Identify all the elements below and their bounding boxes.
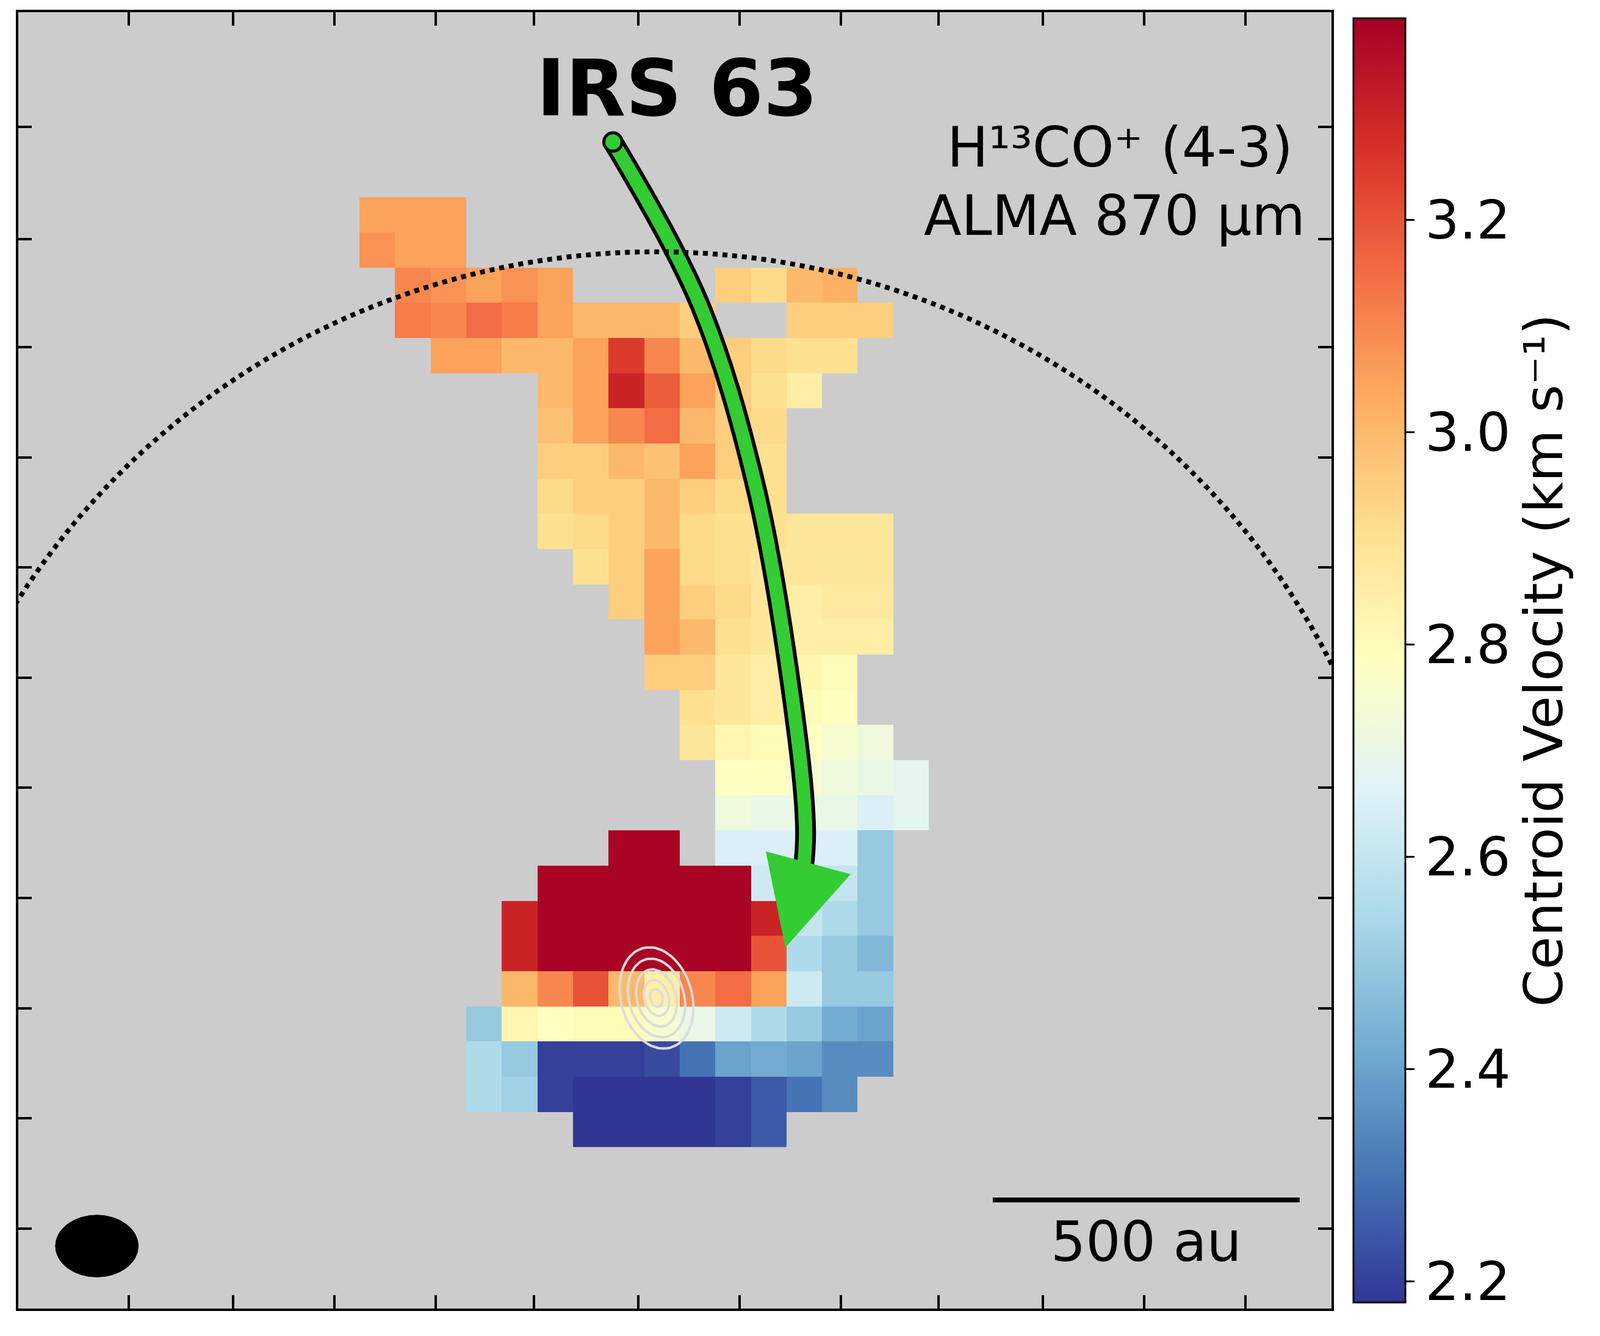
svg-text:2.2: 2.2	[1425, 1250, 1511, 1314]
svg-text:2.4: 2.4	[1425, 1037, 1511, 1101]
svg-text:3.0: 3.0	[1425, 400, 1511, 464]
svg-text:Centroid Velocity (km s⁻¹): Centroid Velocity (km s⁻¹)	[1512, 313, 1575, 1007]
svg-text:3.2: 3.2	[1425, 188, 1511, 252]
svg-text:H¹³CO⁺ (4-3): H¹³CO⁺ (4-3)	[947, 115, 1294, 180]
svg-text:2.6: 2.6	[1425, 825, 1511, 889]
svg-text:ALMA 870 μm: ALMA 870 μm	[923, 183, 1306, 248]
svg-text:500 au: 500 au	[1050, 1210, 1242, 1275]
svg-text:IRS 63: IRS 63	[536, 42, 818, 134]
svg-text:2.8: 2.8	[1425, 613, 1511, 677]
